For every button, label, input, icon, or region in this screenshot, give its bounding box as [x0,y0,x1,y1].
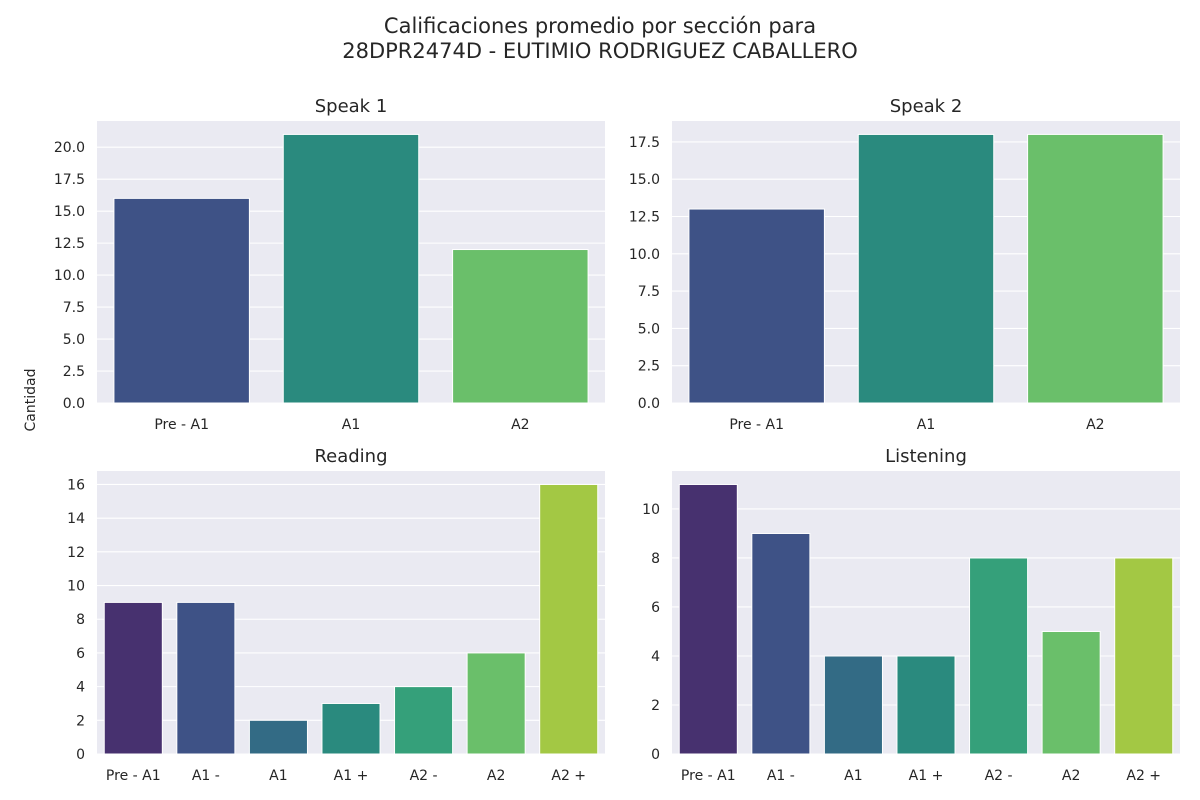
chart-2-y-tick-label: 10.0 [629,247,660,263]
chart-2-y-tick-label: 5.0 [638,321,660,337]
chart-1-y-tick-label: 15.0 [54,204,85,220]
chart-4-x-tick-label: Pre - A1 [681,768,736,784]
chart-4-bar [823,655,883,755]
chart-2-title: Speak 2 [890,96,963,117]
chart-3-x-tick-label: A2 [487,768,505,784]
chart-2-x-tick-label: A2 [1086,417,1104,433]
chart-1-y-tick-label: 2.5 [63,364,85,380]
chart-4-y-tick-label: 0 [651,747,660,763]
chart-1-bar [113,197,250,404]
chart-4-bar [896,655,956,755]
chart-4-bar [678,483,738,755]
chart-2-bar [857,133,995,404]
chart-1-bar [282,133,420,404]
chart-1-bar [452,249,589,404]
chart-3-x-tick-label: A1 + [334,768,369,784]
chart-4-y-tick-label: 10 [642,502,660,518]
chart-4-x-tick-label: A1 - [767,768,795,784]
chart-4-x-tick-label: A1 + [909,768,944,784]
chart-2-x-tick-label: Pre - A1 [729,417,784,433]
chart-4-x-tick-label: A2 [1062,768,1080,784]
chart-3-x-tick-label: A1 [269,768,287,784]
chart-3-y-tick-label: 14 [67,511,85,527]
chart-2-y-tick-label: 17.5 [629,135,660,151]
chart-3-bar [176,601,236,755]
chart-2-bar [688,208,825,404]
figure-title-line-1: Calificaciones promedio por sección para [383,14,817,38]
chart-4-x-tick-label: A1 [844,768,862,784]
chart-3-bar [103,601,163,755]
chart-3-y-tick-label: 2 [76,713,85,729]
chart-4-y-tick-label: 6 [651,600,660,616]
chart-1-y-tick-label: 5.0 [63,332,85,348]
chart-1: 0.0 2.5 5.0 7.5 10.0 12.5 15.0 17.5 20.0 Pre - A1… [54,96,605,433]
chart-3-bar [466,652,526,755]
chart-3-y-tick-label: 8 [76,612,85,628]
chart-3-bar [321,702,381,755]
chart-2-bar [1027,133,1164,404]
chart-4-x-tick-label: A2 - [985,768,1013,784]
chart-3-bar [248,719,308,755]
chart-4-bar [1114,557,1174,755]
chart-2: 0.0 2.5 5.0 7.5 10.0 12.5 15.0 17.5 Pre - A1 A1 A2… [629,96,1180,433]
chart-3-y-tick-label: 6 [76,646,85,662]
chart-3-y-tick-label: 10 [67,579,85,595]
chart-3-x-tick-label: A2 + [551,768,586,784]
chart-3-bar [539,483,599,755]
chart-4-y-tick-label: 2 [651,698,660,714]
chart-3: 0 2 4 6 8 10 12 14 16 Pre - A1 A1 - A1 A1 + A2 - A2 A2 … [67,446,605,784]
chart-1-x-tick-label: A1 [342,417,360,433]
chart-1-y-tick-label: 12.5 [54,236,85,252]
chart-4-bar [969,557,1029,755]
chart-3-y-tick-label: 16 [67,477,85,493]
chart-3-title: Reading [314,446,387,467]
chart-1-x-tick-label: A2 [511,417,529,433]
chart-4-x-tick-label: A2 + [1126,768,1161,784]
figure-title-line-2: 28DPR2474D - EUTIMIO RODRIGUEZ CABALLERO [342,39,858,63]
chart-3-x-tick-label: A2 - [410,768,438,784]
chart-1-y-tick-label: 0.0 [63,396,85,412]
chart-2-y-tick-label: 7.5 [638,284,660,300]
chart-2-x-tick-label: A1 [917,417,935,433]
chart-3-x-tick-label: A1 - [192,768,220,784]
chart-3-x-tick-label: Pre - A1 [106,768,161,784]
chart-1-y-tick-label: 17.5 [54,172,85,188]
chart-4-title: Listening [885,446,967,467]
chart-4-y-tick-label: 4 [651,649,660,665]
chart-3-y-tick-label: 12 [67,545,85,561]
chart-2-y-tick-label: 12.5 [629,209,660,225]
chart-4: 0 2 4 6 8 10 Pre - A1 A1 - A1 A1 + A2 - A2 A2 + Liste… [642,446,1180,784]
chart-2-y-tick-label: 0.0 [638,396,660,412]
chart-1-x-tick-label: Pre - A1 [154,417,209,433]
chart-1-y-tick-label: 10.0 [54,268,85,284]
chart-3-y-tick-label: 4 [76,680,85,696]
chart-4-bar [751,532,811,755]
chart-2-y-tick-label: 15.0 [629,172,660,188]
chart-4-y-tick-label: 8 [651,551,660,567]
chart-4-bar [1041,630,1101,755]
chart-2-y-tick-label: 2.5 [638,359,660,375]
chart-3-bar [394,686,454,755]
chart-3-y-tick-label: 0 [76,747,85,763]
chart-1-y-tick-label: 20.0 [54,140,85,156]
chart-1-title: Speak 1 [315,96,388,117]
chart-1-y-tick-label: 7.5 [63,300,85,316]
